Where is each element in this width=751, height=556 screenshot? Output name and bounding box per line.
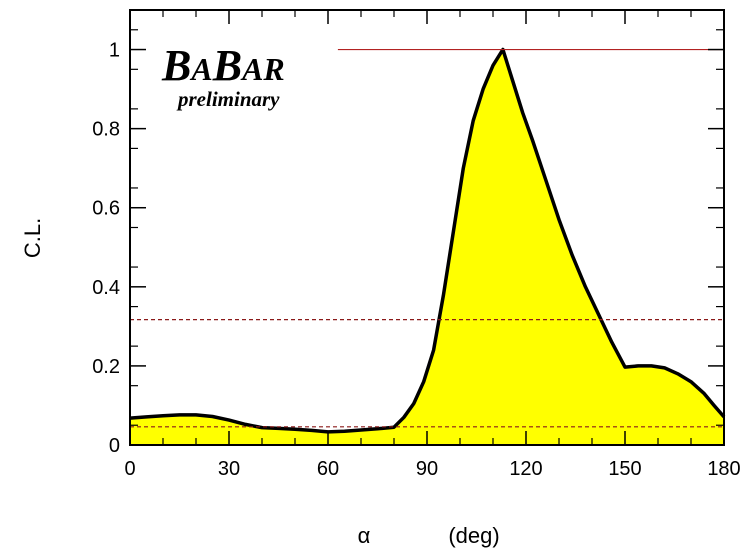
logo-b2: B xyxy=(212,41,242,90)
y-tick-label: 0.4 xyxy=(92,277,120,299)
x-axis-symbol: α xyxy=(358,523,371,548)
logo-a1: A xyxy=(189,51,212,87)
y-tick-label: 0.6 xyxy=(92,198,120,220)
x-tick-label: 150 xyxy=(608,458,641,480)
x-tick-label: 180 xyxy=(707,458,740,480)
y-tick-label: 0.2 xyxy=(92,356,120,378)
y-tick-label: 0.8 xyxy=(92,119,120,141)
preliminary-label: preliminary xyxy=(176,87,280,111)
reference-lines xyxy=(130,48,724,428)
svg-text:BABAR: BABAR xyxy=(161,41,285,90)
logo-b1: B xyxy=(161,41,191,90)
logo-ar: AR xyxy=(240,51,285,87)
x-tick-label: 30 xyxy=(218,458,240,480)
x-tick-label: 0 xyxy=(124,458,135,480)
plot-series-layer xyxy=(129,47,726,445)
x-tick-label: 90 xyxy=(416,458,438,480)
tick-labels: 0 30 60 90 120 150 180 0 0.2 0.4 0.6 0.8 1 xyxy=(92,40,741,480)
y-tick-label: 0 xyxy=(109,435,120,457)
series-0-line xyxy=(129,47,726,434)
axis-ticks xyxy=(129,10,725,446)
x-tick-label: 60 xyxy=(317,458,339,480)
x-axis-unit: (deg) xyxy=(448,523,499,548)
x-tick-label: 120 xyxy=(509,458,542,480)
y-axis-label: C.L. xyxy=(20,218,45,258)
y-tick-label: 1 xyxy=(109,40,120,62)
series-0-area xyxy=(130,49,724,445)
babar-logo: BABAR preliminary xyxy=(161,41,285,111)
